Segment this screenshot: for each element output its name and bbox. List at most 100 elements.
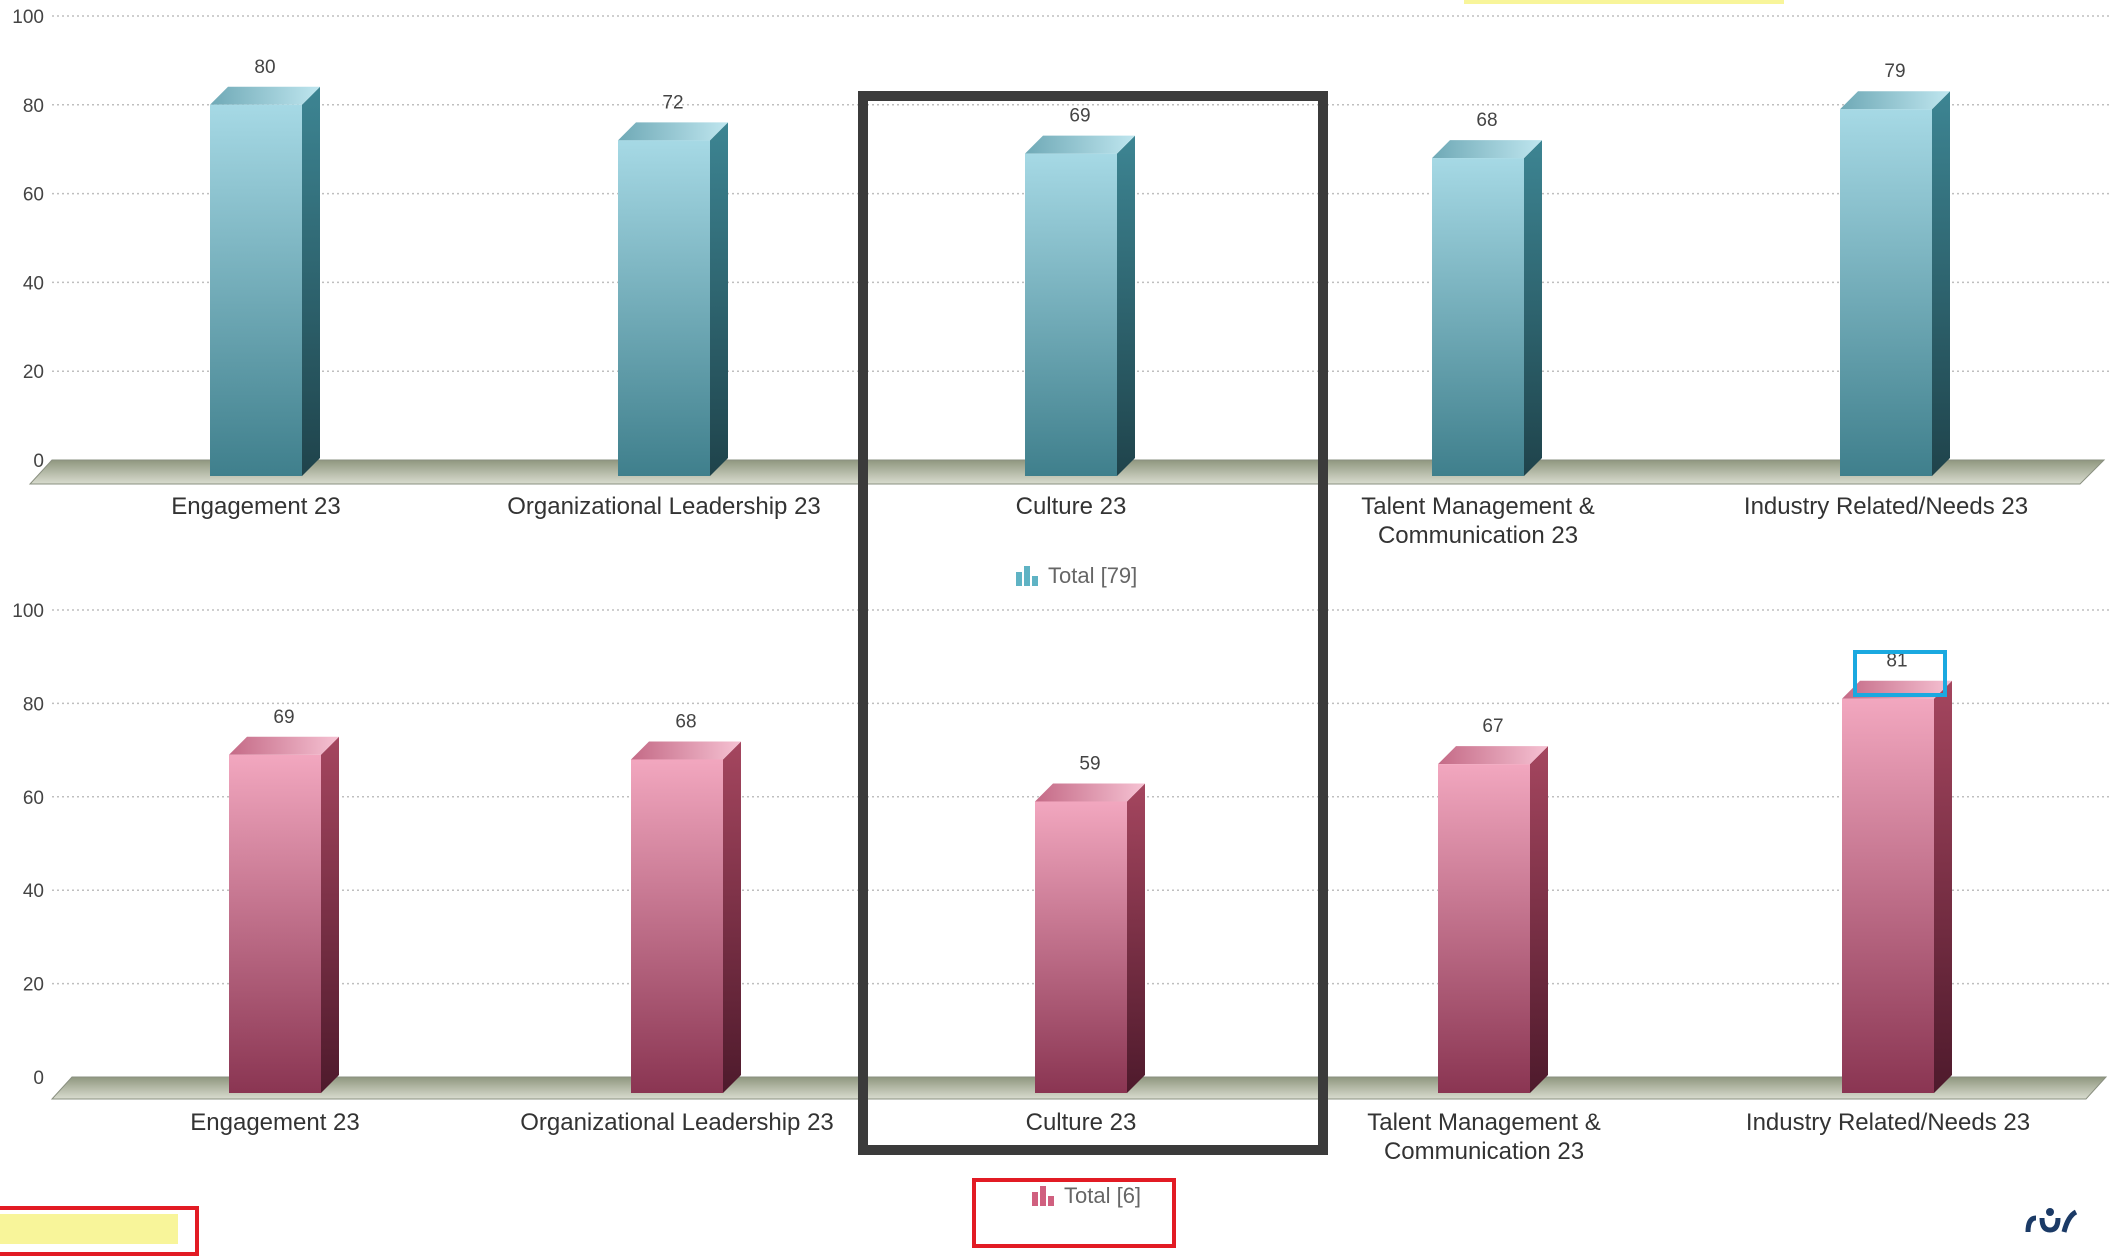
x-tick-label-line: Organizational Leadership 23 — [520, 1109, 834, 1136]
bar-side — [1117, 135, 1135, 476]
bar-front — [210, 104, 302, 477]
bar-front — [1432, 158, 1524, 476]
data-label: 79 — [1884, 61, 1905, 82]
data-label: 69 — [1069, 106, 1090, 127]
bar-front — [631, 759, 723, 1093]
data-label: 68 — [675, 711, 696, 732]
x-tick-label: Organizational Leadership 23 — [520, 1109, 834, 1136]
bar-side — [1127, 783, 1145, 1093]
bar-top — [229, 736, 339, 755]
bar-side — [710, 122, 728, 476]
x-tick-label-line: Talent Management & — [1361, 493, 1594, 520]
y-tick-label: 60 — [23, 185, 44, 206]
bar — [229, 736, 339, 1093]
bar-chart-icon-bar — [1032, 576, 1038, 586]
legend-label: Total [6] — [1064, 1183, 1141, 1208]
brand-logo-icon — [2024, 1206, 2116, 1233]
x-tick-label-line: Industry Related/Needs 23 — [1744, 493, 2028, 520]
bar-front — [229, 754, 321, 1093]
chart-1: 0 20 40 60 80 100 69 68 59 67 81 Engagement 23 Organ… — [12, 601, 2112, 1208]
bar-side — [302, 86, 320, 477]
bar-top — [618, 122, 728, 141]
x-tick-label-line: Communication 23 — [1378, 522, 1578, 549]
bar-chart-icon-bar — [1024, 566, 1030, 586]
x-tick-label: Culture 23 — [1026, 1109, 1137, 1136]
top-note-highlight — [1464, 0, 1784, 4]
y-tick-label: 100 — [12, 601, 44, 622]
bar-top — [1438, 746, 1548, 765]
x-tick-label: Talent Management & Communication 23 — [1367, 1109, 1600, 1165]
bar-top — [1025, 135, 1135, 154]
bar-side — [1524, 140, 1542, 476]
culture-highlight-box — [858, 91, 1328, 1155]
y-tick-label: 0 — [33, 451, 44, 472]
y-tick-label: 40 — [23, 273, 44, 294]
y-tick-label: 80 — [23, 694, 44, 715]
x-tick-label-line: Talent Management & — [1367, 1109, 1600, 1136]
bar-top — [1432, 140, 1542, 159]
y-tick-label: 40 — [23, 881, 44, 902]
x-tick-label: Culture 23 — [1016, 493, 1127, 520]
bar-chart-icon-bar — [1032, 1192, 1038, 1206]
bar-front — [1842, 698, 1934, 1093]
data-label: 68 — [1476, 110, 1497, 131]
bar — [210, 86, 320, 477]
x-tick-label: Organizational Leadership 23 — [507, 493, 821, 520]
x-tick-label-line: Organizational Leadership 23 — [507, 493, 821, 520]
chart-0: 0 20 40 60 80 100 80 72 69 68 79 Engagement 23 Organ… — [12, 7, 2112, 588]
legend-callout-box — [972, 1178, 1176, 1248]
legend-label: Total [79] — [1048, 563, 1137, 588]
y-tick-label: 20 — [23, 362, 44, 383]
bar-top — [1840, 91, 1950, 110]
bar-side — [321, 736, 339, 1093]
x-tick-label: Industry Related/Needs 23 — [1746, 1109, 2030, 1136]
bar-front — [618, 140, 710, 476]
y-tick-label: 20 — [23, 975, 44, 996]
bar-top — [210, 86, 320, 105]
bar-chart-icon — [1016, 566, 1038, 586]
bar-top — [631, 741, 741, 760]
bar — [631, 741, 741, 1093]
bar-side — [1530, 746, 1548, 1093]
bar-side — [723, 741, 741, 1093]
x-tick-label-line: Culture 23 — [1016, 493, 1127, 520]
data-label: 80 — [254, 57, 275, 78]
y-tick-label: 0 — [33, 1068, 44, 1089]
bar-front — [1438, 764, 1530, 1093]
bar — [618, 122, 728, 476]
bar — [1432, 140, 1542, 476]
x-tick-label: Industry Related/Needs 23 — [1744, 493, 2028, 520]
bar-chart-icon-bar — [1048, 1196, 1054, 1206]
bar-top — [1035, 783, 1145, 802]
x-tick-label-line: Communication 23 — [1384, 1138, 1584, 1165]
bar-chart-icon-bar — [1016, 572, 1022, 586]
x-tick-label-line: Engagement 23 — [171, 493, 340, 520]
bar — [1035, 783, 1145, 1093]
y-tick-label: 80 — [23, 96, 44, 117]
x-tick-label: Engagement 23 — [171, 493, 340, 520]
bar-side — [1932, 91, 1950, 477]
y-tick-label: 60 — [23, 788, 44, 809]
data-label: 59 — [1079, 753, 1100, 774]
bar-front — [1025, 153, 1117, 476]
data-label: 67 — [1482, 716, 1503, 737]
x-tick-label-line: Culture 23 — [1026, 1109, 1137, 1136]
x-tick-label: Engagement 23 — [190, 1109, 359, 1136]
x-tick-label-line: Industry Related/Needs 23 — [1746, 1109, 2030, 1136]
bar-chart-icon-bar — [1040, 1186, 1046, 1206]
bar-side — [1934, 680, 1952, 1093]
data-label: 69 — [273, 707, 294, 728]
bar — [1438, 746, 1548, 1093]
data-label: 72 — [662, 92, 683, 113]
bar — [1842, 680, 1952, 1093]
bar — [1025, 135, 1135, 476]
x-tick-label: Talent Management & Communication 23 — [1361, 493, 1594, 549]
y-tick-label: 100 — [12, 7, 44, 28]
bar-chart-icon — [1032, 1186, 1054, 1206]
value-callout-box — [1853, 650, 1947, 697]
bar-front — [1840, 109, 1932, 477]
x-tick-label-line: Engagement 23 — [190, 1109, 359, 1136]
bar — [1840, 91, 1950, 477]
